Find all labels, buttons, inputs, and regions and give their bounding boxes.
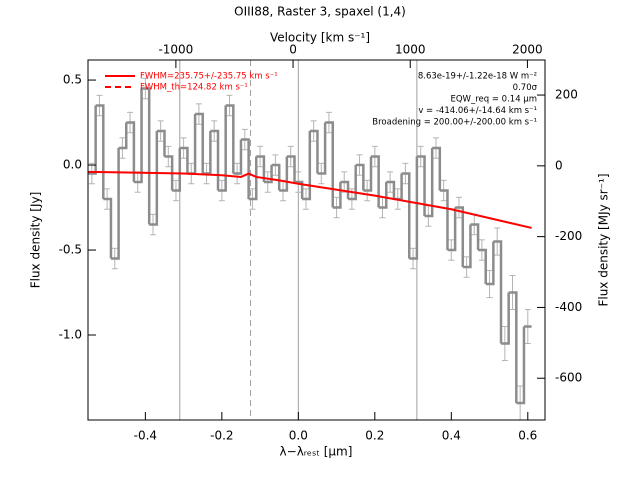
x-tick-label: 0.6: [518, 429, 537, 443]
spectrum-step: [439, 189, 449, 251]
spectrum-step: [110, 148, 120, 260]
spectrum-step: [493, 240, 503, 344]
spectrum-step: [409, 156, 419, 260]
annotation: v = -414.06+/-14.64 km s⁻¹: [418, 106, 537, 116]
x-tick-label: -0.4: [134, 429, 157, 443]
spectrum-step: [88, 105, 97, 175]
spectrum-step: [195, 112, 204, 174]
spectrum-step: [164, 155, 174, 191]
y2-tick-label: -400: [555, 300, 582, 314]
spectrum-step: [386, 180, 396, 200]
spectrum-step: [179, 146, 189, 174]
spectrum-step: [118, 122, 128, 150]
spectrum-step: [218, 105, 227, 192]
plot-frame: [87, 59, 546, 421]
spectrum-step: [225, 104, 235, 174]
annotation: 8.63e-19+/-1.22e-18 W m⁻²: [418, 72, 537, 82]
spectrum-step: [309, 129, 319, 174]
x-axis-label: λ−λᵣₑₛₜ [μm]: [280, 445, 353, 459]
spectrum-step: [279, 156, 289, 192]
spectrum-step: [348, 165, 357, 201]
spectrum-step: [416, 155, 426, 217]
spectrum-step: [286, 155, 296, 183]
x2-axis-label: Velocity [km s⁻¹]: [270, 31, 370, 45]
spectrum-step: [126, 121, 136, 183]
spectrum-step: [340, 180, 350, 200]
spectrum-step: [355, 163, 365, 191]
spectrum-step: [317, 122, 327, 175]
spectrum-step: [256, 155, 266, 183]
fit-line: [87, 170, 532, 229]
x-tick-label: 0.0: [289, 429, 308, 443]
spectrum-step: [263, 165, 273, 184]
x2-tick-label: 0: [289, 43, 297, 57]
spectrum-step: [508, 291, 518, 404]
spectrum-step: [103, 197, 113, 259]
legend-label: FWHM=235.75+/-235.75 km s⁻¹: [140, 72, 278, 82]
spectrum-step: [233, 139, 243, 175]
spectrum-step: [156, 129, 166, 157]
y2-tick-label: -600: [555, 371, 582, 385]
spectrum-step: [95, 104, 105, 200]
spectrum-step: [462, 224, 472, 269]
y2-tick-label: 200: [555, 88, 578, 102]
y-tick-label: -0.5: [59, 243, 82, 257]
spectrum-step: [447, 207, 457, 252]
spectrum-step: [271, 163, 281, 191]
annotation: EQW_req = 0.14 μm: [451, 95, 538, 105]
x-tick-label: 0.2: [365, 429, 384, 443]
spectrum-step: [325, 121, 335, 208]
x2-tick-label: 2000: [512, 43, 543, 57]
spectrum-step: [401, 172, 411, 259]
spectrum-step: [149, 131, 159, 226]
y-tick-label: -1.0: [59, 328, 82, 342]
spectrum-step: [172, 148, 182, 192]
spectrum-step: [302, 131, 312, 201]
spectrum-step: [478, 248, 487, 285]
y2-axis-label: Flux density [MJy sr⁻¹]: [597, 173, 611, 306]
x2-tick-label: -1000: [158, 43, 193, 57]
annotation: Broadening = 200.00+/-200.00 km s⁻¹: [372, 118, 537, 128]
spectrum-step: [248, 156, 258, 201]
y2-tick-label: -200: [555, 229, 582, 243]
spectrum-step: [210, 129, 220, 191]
y-axis-label: Flux density [Jy]: [29, 192, 43, 289]
spectrum-step: [133, 88, 143, 184]
legend-label: FWHM_th=124.82 km s⁻¹: [140, 83, 248, 93]
chart-title: OIII88, Raster 3, spaxel (1,4): [234, 5, 406, 19]
spectrum-step: [424, 148, 434, 218]
spectrum-step: [432, 146, 442, 191]
spectrum-step: [294, 180, 304, 200]
x-tick-label: -0.2: [210, 429, 233, 443]
spectrum-step: [516, 326, 526, 405]
spectrum-step: [370, 155, 380, 208]
spectrum-step: [501, 292, 510, 345]
x-tick-label: 0.4: [442, 429, 461, 443]
spectrum-step: [240, 138, 250, 200]
y2-tick-label: 0: [555, 158, 563, 172]
spectrum-step: [363, 156, 373, 192]
y-tick-label: 0.0: [63, 158, 82, 172]
spectrum-step: [455, 206, 465, 268]
annotation: 0.70σ: [513, 83, 538, 93]
spectrum-step: [470, 223, 480, 251]
spectrum-step: [141, 87, 151, 225]
spectrum-step: [378, 182, 388, 209]
y-tick-label: 0.5: [63, 73, 82, 87]
x2-tick-label: 1000: [395, 43, 426, 57]
spectrum-step: [485, 241, 495, 286]
